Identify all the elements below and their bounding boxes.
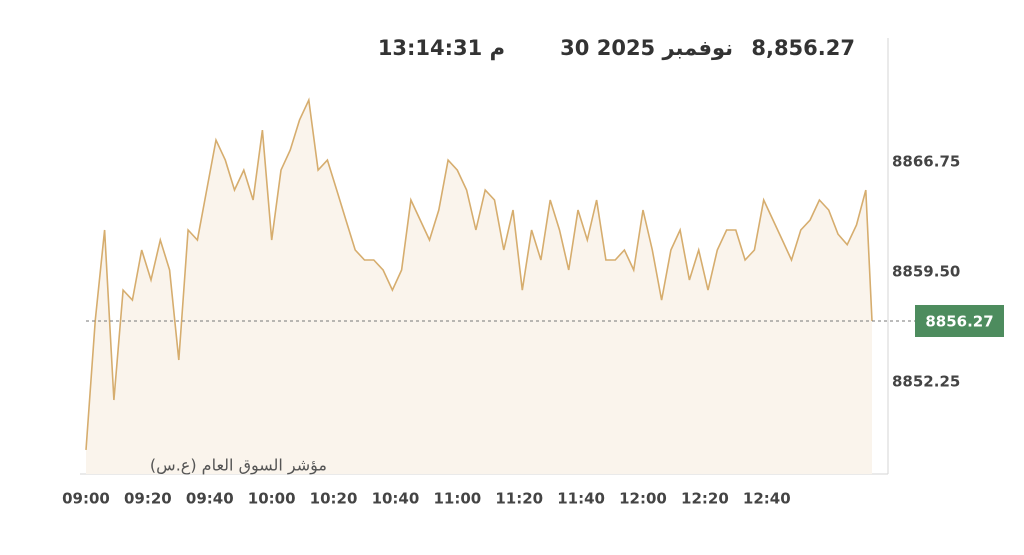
- index-name: مؤشر السوق العام (ع.س): [150, 456, 327, 476]
- x-tick-label: 10:00: [248, 490, 296, 508]
- x-tick-label: 12:00: [619, 490, 667, 508]
- x-tick-label: 11:00: [433, 490, 481, 508]
- x-tick-label: 12:40: [743, 490, 791, 508]
- area: [86, 100, 872, 474]
- last-value-badge: [915, 304, 1004, 337]
- y-tick-label: 8866.75: [892, 153, 960, 171]
- last-value-label: 8856.27: [925, 312, 993, 330]
- x-tick-label: 10:40: [372, 490, 420, 508]
- x-tick-label: 11:40: [557, 490, 605, 508]
- x-tick-label: 10:20: [310, 490, 358, 508]
- y-tick-label: 8852.25: [892, 372, 960, 390]
- x-tick-label: 09:20: [124, 490, 172, 508]
- x-tick-label: 11:20: [495, 490, 543, 508]
- x-tick-label: 12:20: [681, 490, 729, 508]
- header-date: 30 نوفمبر 2025: [560, 36, 733, 60]
- header-time: 13:14:31 م: [378, 36, 505, 60]
- header-value: 8,856.27: [751, 36, 855, 60]
- y-tick-label: 8859.50: [892, 263, 960, 281]
- x-tick-label: 09:00: [62, 490, 110, 508]
- line: [85, 97, 873, 450]
- x-tick-label: 09:40: [186, 490, 234, 508]
